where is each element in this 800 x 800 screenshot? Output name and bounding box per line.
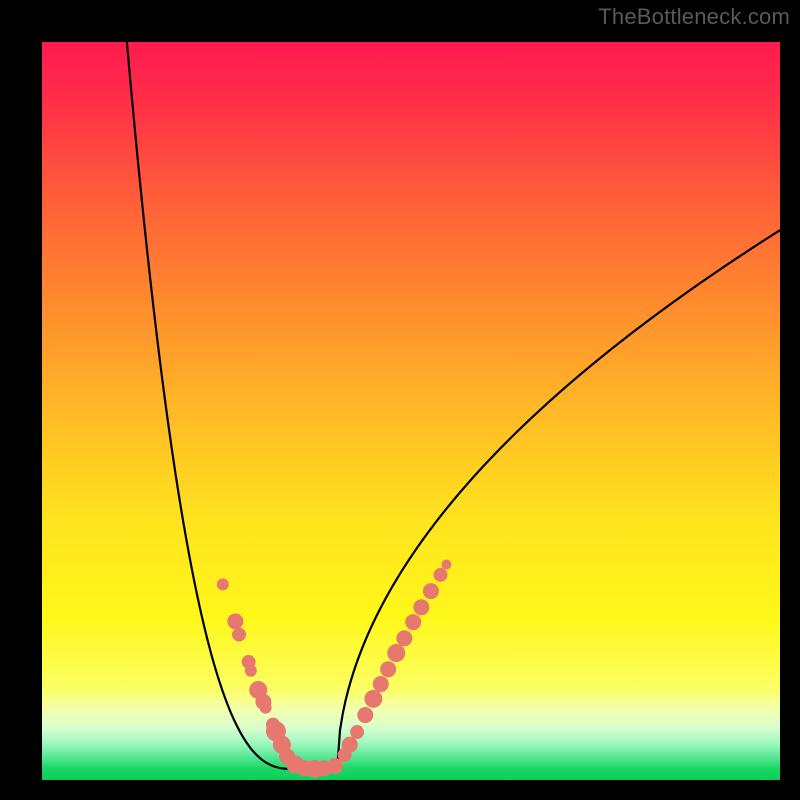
data-point bbox=[396, 630, 412, 646]
chart-stage: TheBottleneck.com bbox=[0, 0, 800, 800]
data-point bbox=[342, 737, 358, 753]
data-point bbox=[413, 599, 429, 615]
data-point bbox=[387, 644, 405, 662]
data-point bbox=[227, 613, 243, 629]
data-point bbox=[350, 725, 364, 739]
watermark-text: TheBottleneck.com bbox=[598, 4, 790, 30]
data-point bbox=[217, 578, 229, 590]
chart-svg bbox=[42, 42, 780, 780]
data-point bbox=[232, 628, 246, 642]
data-point bbox=[357, 707, 373, 723]
data-point bbox=[364, 690, 382, 708]
data-point bbox=[380, 661, 396, 677]
plot-area bbox=[42, 42, 780, 780]
data-point bbox=[373, 676, 389, 692]
data-point bbox=[245, 665, 257, 677]
data-point bbox=[260, 702, 272, 714]
data-point bbox=[423, 583, 439, 599]
data-point bbox=[434, 568, 448, 582]
data-point bbox=[405, 614, 421, 630]
data-point bbox=[441, 560, 451, 570]
gradient-background bbox=[42, 42, 780, 780]
